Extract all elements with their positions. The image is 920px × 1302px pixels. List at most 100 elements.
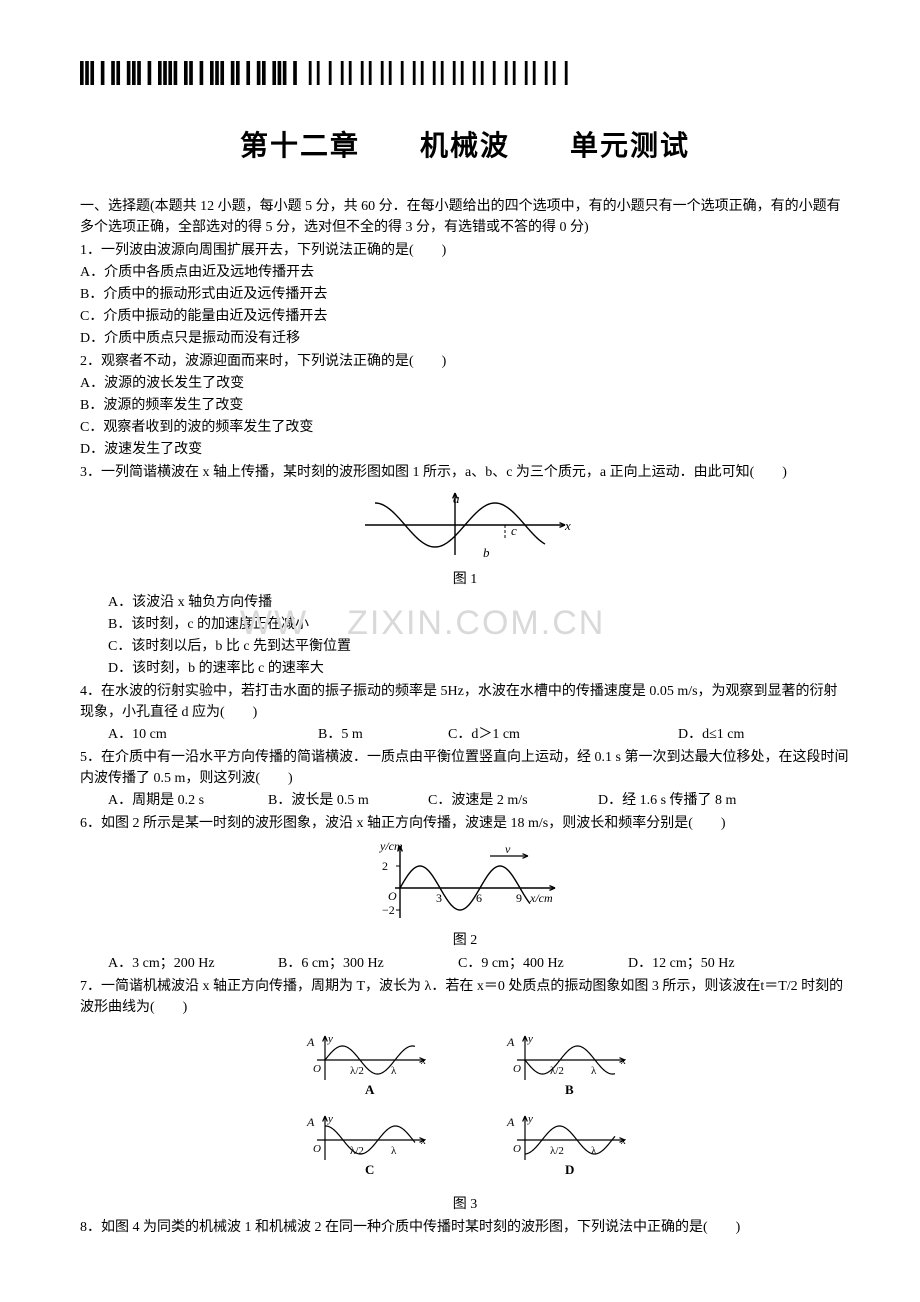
q8-num: 8． [80,1220,101,1235]
q6-num: 6． [80,816,101,831]
question-5: 5．在介质中有一沿水平方向传播的简谐横波．一质点由平衡位置竖直向上运动，经 0.… [80,747,850,811]
q2-num: 2． [80,354,101,369]
q3-opt-d: D．该时刻，b 的速率比 c 的速率大 [80,658,850,679]
svg-text:A: A [506,1115,515,1129]
q5-opt-d: D．经 1.6 s 传播了 8 m [598,790,798,811]
q6-stem: 如图 2 所示是某一时刻的波形图象，波沿 x 轴正方向传播，波速是 18 m/s… [101,816,726,831]
question-2: 2．观察者不动，波源迎面而来时，下列说法正确的是( ) A．波源的波长发生了改变… [80,351,850,460]
q6-opts: A．3 cm；200 Hz B．6 cm；300 Hz C．9 cm；400 H… [80,953,850,974]
svg-text:A: A [365,1082,375,1097]
svg-text:b: b [483,545,490,560]
q3-num: 3． [80,465,101,480]
svg-text:c: c [511,523,517,538]
svg-text:−2: −2 [382,903,395,917]
svg-text:C: C [365,1162,374,1177]
svg-text:y: y [527,1033,533,1045]
q4-opt-d: D．d≤1 cm [678,724,828,745]
svg-text:6: 6 [476,891,482,905]
q1-stem: 一列波由波源向周围扩展开去，下列说法正确的是( ) [101,243,446,258]
q1-opt-a: A．介质中各质点由近及远地传播开去 [80,262,850,283]
q5-stem: 在介质中有一沿水平方向传播的简谐横波．一质点由平衡位置竖直向上运动，经 0.1 … [80,750,848,786]
q4-opt-b: B．5 m [318,724,448,745]
q6-opt-b: B．6 cm；300 Hz [278,953,458,974]
svg-text:D: D [565,1162,574,1177]
figure-3: Ay Ox λ/2 λ A Ay Ox λ/2 λ B Ay Ox λ/2 λ C Ay Ox λ/2 λ D 图 3 [80,1022,850,1215]
q3-opt-b: B．该时刻，c 的加速度正在减小 [80,614,850,635]
q2-stem: 观察者不动，波源迎面而来时，下列说法正确的是( ) [101,354,446,369]
q2-opt-a: A．波源的波长发生了改变 [80,373,850,394]
svg-text:B: B [565,1082,574,1097]
svg-text:y: y [327,1033,333,1045]
q2-opt-c: C．观察者收到的波的频率发生了改变 [80,417,850,438]
q4-num: 4． [80,684,101,699]
figure-1: a b c x 图 1 [80,487,850,590]
figure-2: y/cm x/cm O 2 −2 3 6 9 v 图 2 [80,838,850,951]
svg-text:O: O [388,889,397,903]
svg-text:O: O [513,1143,521,1155]
page-title: 第十二章 机械波 单元测试 [80,126,850,168]
q5-opt-c: C．波速是 2 m/s [428,790,598,811]
q2-opt-d: D．波速发生了改变 [80,439,850,460]
svg-text:3: 3 [436,891,442,905]
svg-text:λ: λ [591,1065,597,1077]
svg-text:λ: λ [591,1145,597,1157]
q4-opt-c: C．d＞1 cm [448,724,678,745]
question-6: 6．如图 2 所示是某一时刻的波形图象，波沿 x 轴正方向传播，波速是 18 m… [80,813,850,974]
q1-opt-c: C．介质中振动的能量由近及远传播开去 [80,306,850,327]
svg-text:y: y [327,1113,333,1125]
svg-text:2: 2 [382,859,388,873]
question-8: 8．如图 4 为同类的机械波 1 和机械波 2 在同一种介质中传播时某时刻的波形… [80,1217,850,1238]
svg-text:x: x [620,1055,626,1067]
q5-opt-b: B．波长是 0.5 m [268,790,428,811]
q8-stem: 如图 4 为同类的机械波 1 和机械波 2 在同一种介质中传播时某时刻的波形图，… [101,1220,740,1235]
q6-opt-a: A．3 cm；200 Hz [108,953,278,974]
svg-text:x: x [620,1135,626,1147]
barcode [80,60,850,86]
q7-num: 7． [80,979,101,994]
svg-text:A: A [306,1115,315,1129]
q6-opt-c: C．9 cm；400 Hz [458,953,628,974]
svg-text:λ/2: λ/2 [350,1065,364,1077]
svg-text:λ/2: λ/2 [550,1065,564,1077]
svg-text:O: O [513,1063,521,1075]
svg-text:x: x [564,518,571,533]
svg-text:a: a [453,491,460,506]
question-1: 1．一列波由波源向周围扩展开去，下列说法正确的是( ) A．介质中各质点由近及远… [80,240,850,349]
svg-text:λ/2: λ/2 [550,1145,564,1157]
svg-text:x: x [420,1135,426,1147]
svg-text:9: 9 [516,891,522,905]
q4-opt-a: A．10 cm [108,724,318,745]
svg-text:λ: λ [391,1145,397,1157]
q5-opts: A．周期是 0.2 s B．波长是 0.5 m C．波速是 2 m/s D．经 … [80,790,850,811]
q6-opt-d: D．12 cm；50 Hz [628,953,788,974]
svg-text:y: y [527,1113,533,1125]
question-7: 7．一简谐机械波沿 x 轴正方向传播，周期为 T，波长为 λ．若在 x＝0 处质… [80,976,850,1215]
svg-text:λ: λ [391,1065,397,1077]
svg-text:O: O [313,1143,321,1155]
svg-text:O: O [313,1063,321,1075]
q5-opt-a: A．周期是 0.2 s [108,790,268,811]
q7-stem: 一简谐机械波沿 x 轴正方向传播，周期为 T，波长为 λ．若在 x＝0 处质点的… [80,979,843,1015]
q4-stem: 在水波的衍射实验中，若打击水面的振子振动的频率是 5Hz，水波在水槽中的传播速度… [80,684,838,720]
svg-text:A: A [506,1035,515,1049]
q3-stem: 一列简谐横波在 x 轴上传播，某时刻的波形图如图 1 所示，a、b、c 为三个质… [101,465,787,480]
q2-opt-b: B．波源的频率发生了改变 [80,395,850,416]
svg-text:y/cm: y/cm [379,839,403,853]
svg-text:x/cm: x/cm [529,891,553,905]
question-3: 3．一列简谐横波在 x 轴上传播，某时刻的波形图如图 1 所示，a、b、c 为三… [80,462,850,679]
svg-text:λ/2: λ/2 [350,1145,364,1157]
q1-opt-b: B．介质中的振动形式由近及远传播开去 [80,284,850,305]
q1-num: 1． [80,243,101,258]
svg-text:A: A [306,1035,315,1049]
q5-num: 5． [80,750,101,765]
figure-2-caption: 图 2 [80,930,850,951]
q4-opts: A．10 cm B．5 m C．d＞1 cm D．d≤1 cm [80,724,850,745]
q1-opt-d: D．介质中质点只是振动而没有迁移 [80,328,850,349]
figure-1-caption: 图 1 [80,569,850,590]
q3-opt-c: C．该时刻以后，b 比 c 先到达平衡位置 [80,636,850,657]
figure-3-caption: 图 3 [80,1194,850,1215]
question-4: 4．在水波的衍射实验中，若打击水面的振子振动的频率是 5Hz，水波在水槽中的传播… [80,681,850,745]
svg-text:v: v [505,842,511,856]
q3-opt-a: A．该波沿 x 轴负方向传播 [80,592,850,613]
svg-text:x: x [420,1055,426,1067]
